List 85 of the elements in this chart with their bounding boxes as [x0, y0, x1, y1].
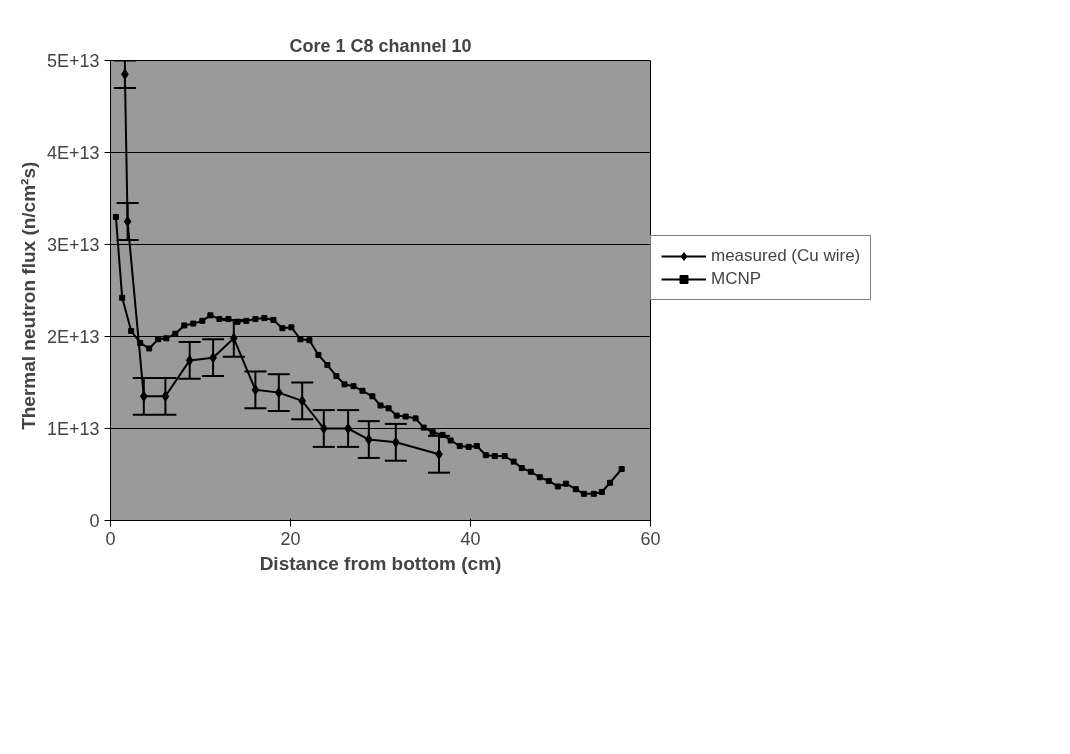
point	[172, 330, 179, 337]
point	[243, 317, 250, 324]
point	[137, 339, 144, 346]
y-tick-label: 2E+13	[46, 326, 100, 347]
point	[155, 336, 162, 343]
legend-label: measured (Cu wire)	[711, 246, 861, 266]
point	[554, 483, 561, 490]
point	[562, 480, 569, 487]
point	[225, 316, 232, 323]
point	[261, 315, 268, 322]
y-tick-label: 0	[89, 510, 100, 531]
chart-title: Core 1 C8 channel 10	[289, 35, 472, 56]
point	[185, 354, 194, 366]
point	[270, 316, 277, 323]
point	[128, 327, 135, 334]
point	[315, 351, 322, 358]
x-tick-label: 0	[105, 528, 116, 549]
point	[341, 381, 348, 388]
point	[456, 442, 463, 449]
point	[527, 468, 534, 475]
point	[429, 429, 436, 436]
x-tick-label: 40	[460, 528, 481, 549]
y-tick-label: 1E+13	[46, 418, 100, 439]
point	[598, 488, 605, 495]
point	[252, 316, 259, 323]
point	[572, 486, 579, 493]
point	[333, 373, 340, 380]
point	[274, 387, 283, 399]
point	[510, 458, 517, 465]
legend-label: MCNP	[711, 269, 762, 289]
point	[590, 490, 597, 497]
point	[545, 477, 552, 484]
point	[288, 324, 295, 331]
y-tick-label: 5E+13	[46, 50, 100, 71]
point	[364, 434, 373, 446]
point	[123, 216, 132, 227]
point	[190, 320, 197, 327]
point	[536, 474, 543, 481]
point	[251, 384, 260, 396]
point	[491, 453, 498, 460]
point	[402, 413, 409, 420]
x-tick-label: 60	[640, 528, 661, 549]
point	[207, 312, 214, 319]
point	[501, 453, 508, 460]
point	[112, 213, 119, 220]
point	[518, 465, 525, 472]
point	[607, 479, 613, 486]
point	[618, 465, 625, 472]
point	[297, 336, 304, 343]
point	[359, 387, 366, 394]
point	[369, 393, 376, 400]
point	[229, 332, 238, 344]
point	[161, 390, 170, 402]
point	[306, 337, 313, 344]
point	[465, 443, 472, 450]
point	[139, 390, 148, 402]
point	[412, 415, 419, 422]
y-tick-label: 4E+13	[46, 142, 100, 163]
point	[385, 405, 392, 412]
point	[298, 395, 307, 407]
point	[377, 402, 384, 409]
point	[234, 318, 241, 325]
x-axis-title: Distance from bottom (cm)	[259, 552, 502, 574]
y-tick-label: 3E+13	[46, 234, 100, 255]
point	[473, 442, 480, 449]
point	[482, 452, 489, 459]
point	[447, 437, 454, 444]
point	[391, 436, 400, 448]
point	[279, 325, 286, 332]
point	[163, 335, 170, 342]
point	[319, 423, 328, 434]
point	[181, 322, 188, 329]
point	[324, 362, 331, 369]
y-axis-title: Thermal neutron flux (n/cm²s)	[17, 161, 39, 430]
point	[393, 412, 400, 419]
point	[439, 431, 446, 438]
point	[344, 423, 352, 434]
point	[199, 317, 206, 324]
x-tick-label: 20	[280, 528, 301, 549]
point	[350, 383, 357, 390]
point	[420, 424, 427, 431]
point	[216, 316, 223, 323]
point	[146, 345, 153, 352]
point	[580, 490, 587, 497]
point	[119, 294, 126, 301]
